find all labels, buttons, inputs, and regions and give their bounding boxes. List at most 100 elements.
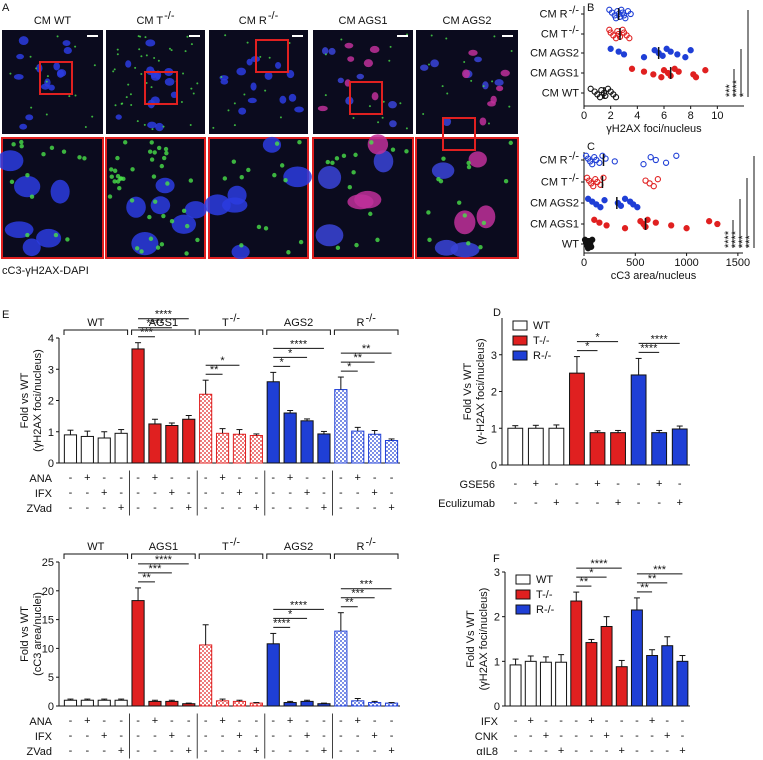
treatment-sign: -	[574, 745, 578, 757]
puncta	[116, 53, 119, 56]
treatment-sign: +	[371, 730, 377, 742]
nucleus	[468, 49, 478, 56]
sig-label: ****	[651, 333, 669, 345]
nucleus	[283, 166, 312, 188]
panel-label: F	[493, 553, 500, 565]
nucleus	[14, 175, 41, 198]
legend-swatch	[515, 574, 531, 585]
puncta	[195, 237, 200, 243]
puncta	[268, 56, 271, 59]
data-point	[588, 243, 595, 250]
treatment-sign: -	[356, 502, 360, 514]
treatment-sign: -	[620, 715, 624, 727]
treatment-sign: -	[288, 487, 292, 499]
treatment-name: ANA	[29, 716, 52, 728]
micrograph	[106, 30, 205, 134]
puncta	[56, 35, 59, 38]
legend-swatch	[512, 335, 528, 346]
bar	[199, 393, 213, 464]
data-point	[584, 195, 592, 202]
group-bracket	[198, 329, 264, 335]
treatment-sign: -	[102, 502, 106, 514]
treatment-sign: +	[304, 730, 310, 742]
puncta	[288, 42, 291, 45]
bar	[384, 702, 399, 707]
data-point	[620, 51, 628, 58]
nucleus	[474, 56, 482, 63]
puncta	[190, 87, 193, 90]
nucleus	[231, 244, 250, 259]
treatment-sign: -	[322, 487, 326, 499]
y-tick-label: 2	[491, 387, 497, 399]
nucleus	[50, 179, 70, 204]
nucleus	[238, 107, 247, 115]
bar	[630, 609, 643, 707]
data-point	[611, 158, 618, 165]
treatment-sign: -	[288, 745, 292, 757]
treatment-sign: -	[678, 478, 682, 490]
panel-label: E	[2, 309, 9, 321]
nucleus	[155, 177, 175, 194]
y-axis-label: (γ-H2AX foci/nucleus)	[475, 338, 487, 444]
nucleus	[317, 105, 328, 112]
puncta	[264, 89, 267, 92]
treatment-sign: -	[596, 497, 600, 509]
puncta	[182, 72, 185, 75]
bar	[131, 348, 145, 464]
treatment-sign: +	[169, 487, 175, 499]
puncta	[224, 34, 227, 37]
data-point	[642, 177, 649, 184]
nucleus	[204, 194, 231, 216]
puncta	[510, 50, 513, 53]
data-point	[621, 195, 629, 202]
legend-swatch	[515, 589, 531, 600]
puncta	[25, 232, 30, 238]
puncta	[77, 155, 82, 160]
puncta	[112, 70, 115, 73]
bar	[182, 418, 196, 464]
data-point	[597, 204, 604, 211]
nucleus	[369, 45, 380, 54]
puncta	[382, 100, 385, 103]
treatment-sign: -	[69, 730, 73, 742]
puncta	[165, 181, 170, 186]
bar	[630, 374, 647, 466]
sig-label: ****	[273, 617, 291, 629]
puncta	[369, 140, 374, 145]
puncta	[45, 80, 48, 83]
label: T-/-	[533, 335, 550, 347]
label: AGS1	[149, 317, 178, 329]
treatment-sign: -	[271, 715, 275, 727]
treatment-sign: +	[287, 715, 293, 727]
puncta	[481, 220, 487, 226]
puncta	[508, 105, 511, 108]
nucleus	[227, 185, 247, 205]
x-tick-label: 8	[688, 110, 694, 122]
nucleus	[57, 69, 67, 77]
puncta	[149, 157, 155, 162]
nucleus	[48, 84, 55, 91]
sig-label: ***	[140, 327, 154, 339]
puncta	[148, 236, 154, 241]
puncta	[134, 66, 137, 69]
panel-label: A	[2, 2, 10, 14]
nucleus	[454, 210, 476, 235]
sig-label: ****	[146, 318, 164, 330]
nucleus	[264, 71, 273, 80]
label: T	[222, 541, 229, 553]
treatment-name: IFX	[35, 731, 53, 743]
puncta	[466, 160, 471, 166]
bar	[589, 432, 606, 466]
label: CM AGS2	[530, 48, 579, 60]
nucleus	[125, 60, 132, 68]
puncta	[188, 178, 194, 183]
bar	[249, 702, 263, 707]
puncta	[324, 53, 327, 56]
puncta	[25, 172, 30, 178]
treatment-sign: -	[119, 487, 123, 499]
treatment-sign: -	[373, 472, 377, 484]
puncta	[377, 121, 380, 124]
nucleus	[468, 151, 487, 168]
data-point	[705, 218, 713, 225]
bar	[114, 699, 128, 707]
